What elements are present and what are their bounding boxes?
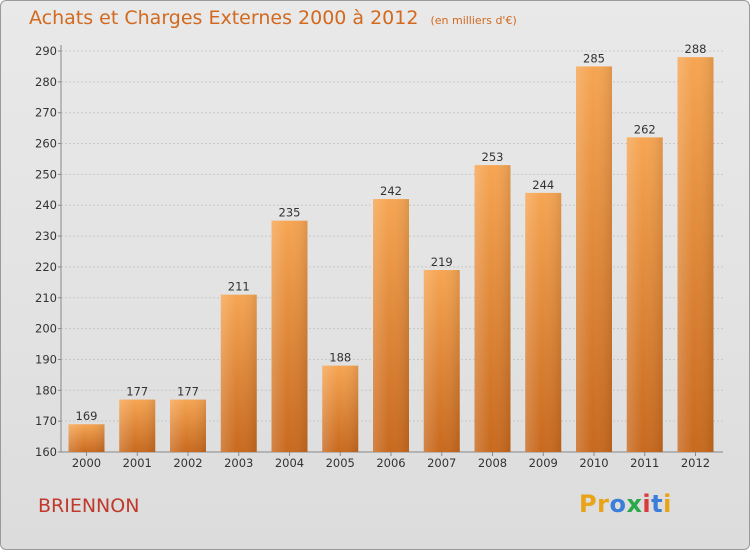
bar-shade [576,66,612,452]
x-tick-label: 2000 [72,456,101,470]
x-tick-label: 2009 [529,456,558,470]
bar-shade [68,424,105,452]
x-tick-label: 2007 [427,456,456,470]
x-tick-label: 2008 [478,456,507,470]
y-tick-label: 160 [35,445,57,459]
x-tick-label: 2004 [275,456,304,470]
chart-subtitle: (en milliers d'€) [430,14,517,27]
y-tick-label: 270 [35,106,57,120]
logo-letter: r [597,490,610,518]
y-tick-label: 170 [35,414,57,428]
chart-title: Achats et Charges Externes 2000 à 2012 [29,7,419,29]
data-label: 188 [329,351,351,365]
y-tick-label: 280 [35,75,57,89]
data-label: 219 [431,255,453,269]
data-label: 285 [583,51,605,65]
data-labels: 169 177 177 211 235 188 242 219 253 244 285 262 288 [76,42,707,423]
bar-shade [271,220,308,452]
logo-letter: i [663,490,672,518]
bar-shade [220,294,257,452]
axes: 160 170 180 190 200 210 220 230 240 250 260 270 280 2… [35,44,723,470]
x-tick-label: 2001 [123,456,152,470]
data-label: 262 [634,122,656,136]
bar-shade [626,137,663,452]
x-tick-label: 2005 [326,456,355,470]
x-tick-label: 2006 [376,456,405,470]
data-label: 211 [228,280,250,294]
bar-shade [525,192,562,452]
bar-shade [119,399,156,452]
bar-shade [322,365,359,452]
y-tick-label: 230 [35,229,57,243]
y-tick-label: 250 [35,167,57,181]
bar-shade [373,199,409,452]
bar-shade [170,399,206,452]
x-tick-label: 2012 [681,456,710,470]
bar-shade [423,270,460,452]
x-tick-label: 2011 [630,456,659,470]
y-tick-label: 210 [35,291,57,305]
logo-letter: P [579,490,598,518]
y-tick-label: 220 [35,260,57,274]
x-tick-label: 2002 [173,456,202,470]
data-label: 177 [177,385,199,399]
y-tick-label: 240 [35,198,57,212]
data-label: 169 [76,409,98,423]
x-tick-label: 2003 [224,456,253,470]
logo-letter: o [609,490,627,518]
y-tick-label: 180 [35,383,57,397]
y-tick-label: 290 [35,44,57,58]
x-tick-label: 2010 [579,456,608,470]
bar-shade [677,57,714,453]
data-label: 244 [532,178,554,192]
bars [68,57,714,453]
y-tick-label: 190 [35,352,57,366]
data-label: 253 [482,150,504,164]
data-label: 177 [126,385,148,399]
data-label: 242 [380,184,402,198]
y-tick-label: 200 [35,322,57,336]
y-tick-label: 260 [35,137,57,151]
logo-letter: t [651,490,664,518]
data-label: 288 [685,42,707,56]
title-row: Achats et Charges Externes 2000 à 2012 (e… [29,7,517,29]
bar-shade [474,165,511,452]
commune-name: BRIENNON [38,495,140,517]
proxiti-logo: Proxiti [579,490,672,518]
logo-letter: x [626,490,643,518]
logo-letter: i [642,490,652,518]
data-label: 235 [279,206,301,220]
